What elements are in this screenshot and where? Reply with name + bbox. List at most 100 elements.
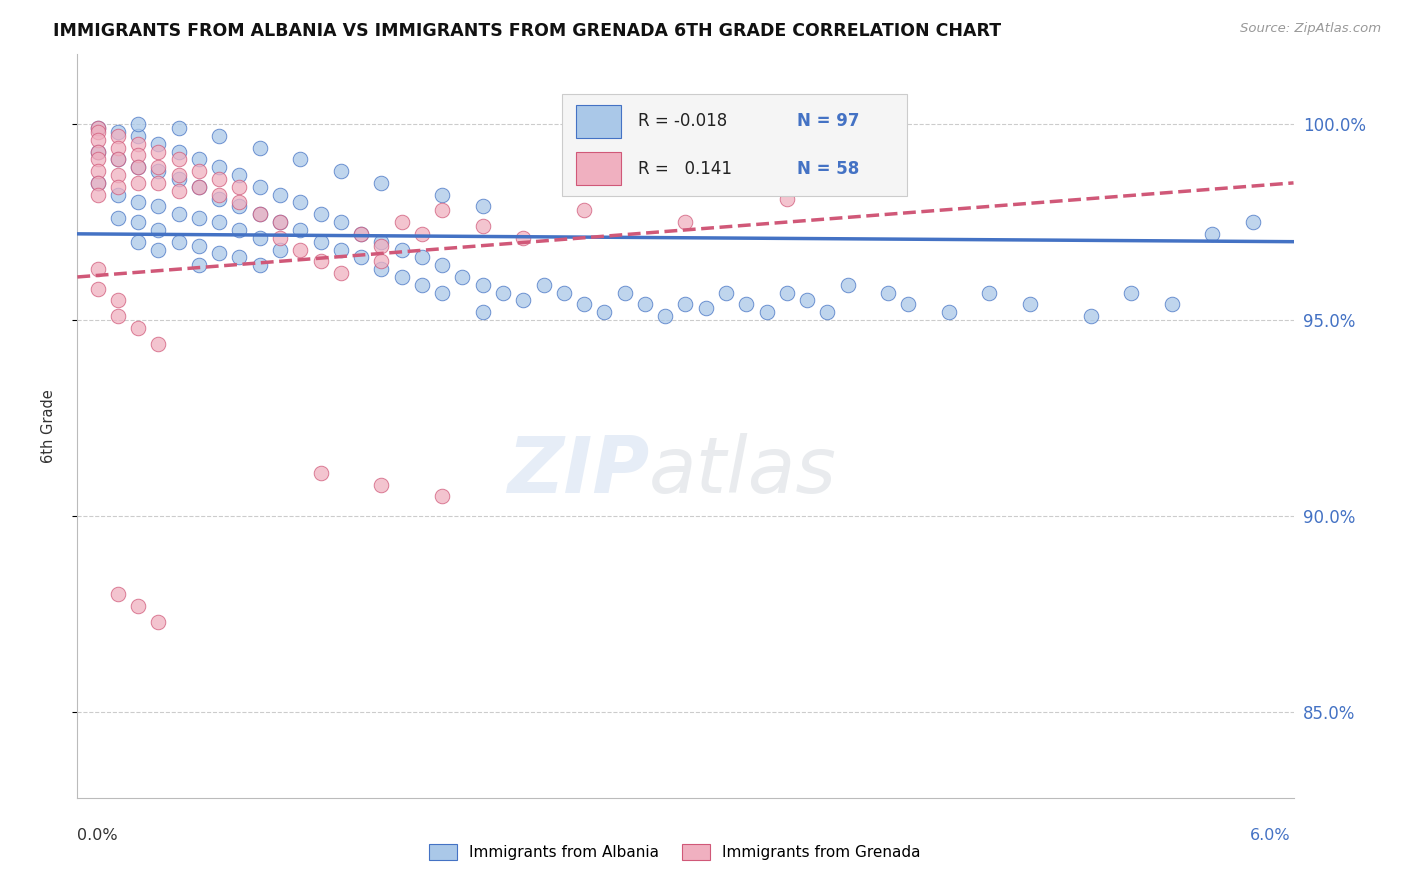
Point bbox=[634, 297, 657, 311]
Point bbox=[208, 128, 231, 143]
Point bbox=[86, 145, 108, 159]
Point bbox=[471, 277, 494, 292]
Point bbox=[107, 168, 129, 182]
Point bbox=[1161, 297, 1184, 311]
Point bbox=[837, 277, 859, 292]
Y-axis label: 6th Grade: 6th Grade bbox=[42, 389, 56, 463]
Point bbox=[432, 258, 454, 272]
Text: Source: ZipAtlas.com: Source: ZipAtlas.com bbox=[1240, 22, 1381, 36]
Point bbox=[269, 215, 291, 229]
Point bbox=[86, 176, 108, 190]
Point bbox=[167, 235, 190, 249]
Point bbox=[432, 203, 454, 218]
Point bbox=[290, 223, 312, 237]
Point bbox=[148, 176, 170, 190]
Point bbox=[249, 140, 271, 154]
FancyBboxPatch shape bbox=[576, 105, 621, 137]
Text: N = 58: N = 58 bbox=[797, 160, 859, 178]
FancyBboxPatch shape bbox=[562, 94, 907, 196]
Point bbox=[167, 168, 190, 182]
Point bbox=[249, 258, 271, 272]
Point bbox=[249, 207, 271, 221]
Point bbox=[572, 297, 595, 311]
Point bbox=[148, 164, 170, 178]
Point bbox=[127, 160, 149, 174]
Point bbox=[593, 305, 616, 319]
Point bbox=[492, 285, 515, 300]
Point bbox=[877, 285, 900, 300]
Point bbox=[1241, 215, 1264, 229]
Point bbox=[249, 179, 271, 194]
Point bbox=[167, 207, 190, 221]
Point bbox=[188, 258, 211, 272]
Text: ZIP: ZIP bbox=[506, 433, 650, 508]
Point bbox=[86, 153, 108, 167]
Point bbox=[370, 176, 392, 190]
Point bbox=[309, 466, 332, 480]
Point bbox=[107, 179, 129, 194]
Point bbox=[148, 243, 170, 257]
Point bbox=[1019, 297, 1042, 311]
Point bbox=[391, 243, 413, 257]
Point bbox=[148, 615, 170, 629]
Point bbox=[572, 203, 595, 218]
Point bbox=[329, 243, 352, 257]
Point bbox=[167, 153, 190, 167]
Point bbox=[411, 251, 433, 265]
Point bbox=[148, 145, 170, 159]
Point bbox=[148, 136, 170, 151]
Point bbox=[107, 187, 129, 202]
Point bbox=[127, 215, 149, 229]
Point bbox=[107, 140, 129, 154]
Text: atlas: atlas bbox=[650, 433, 837, 508]
Point bbox=[208, 187, 231, 202]
Point bbox=[107, 153, 129, 167]
Point bbox=[411, 227, 433, 241]
Point bbox=[471, 219, 494, 233]
FancyBboxPatch shape bbox=[576, 153, 621, 185]
Point bbox=[675, 297, 697, 311]
Point bbox=[432, 285, 454, 300]
Point bbox=[533, 277, 555, 292]
Point bbox=[86, 282, 108, 296]
Text: 6.0%: 6.0% bbox=[1250, 828, 1291, 843]
Point bbox=[107, 293, 129, 308]
Point bbox=[107, 153, 129, 167]
Point bbox=[755, 305, 778, 319]
Point bbox=[391, 270, 413, 285]
Point bbox=[86, 121, 108, 136]
Point bbox=[290, 153, 312, 167]
Point bbox=[1080, 309, 1102, 323]
Point bbox=[228, 195, 250, 210]
Point bbox=[127, 148, 149, 162]
Point bbox=[979, 285, 1001, 300]
Point bbox=[269, 231, 291, 245]
Point bbox=[127, 128, 149, 143]
Point bbox=[370, 477, 392, 491]
Point bbox=[613, 285, 636, 300]
Point bbox=[512, 231, 534, 245]
Point bbox=[675, 215, 697, 229]
Point bbox=[1121, 285, 1143, 300]
Point bbox=[208, 246, 231, 260]
Point bbox=[86, 164, 108, 178]
Point bbox=[796, 293, 818, 308]
Point bbox=[188, 153, 211, 167]
Point bbox=[309, 207, 332, 221]
Point bbox=[471, 305, 494, 319]
Point bbox=[127, 235, 149, 249]
Text: N = 97: N = 97 bbox=[797, 112, 859, 130]
Point bbox=[86, 262, 108, 277]
Point bbox=[553, 285, 575, 300]
Point bbox=[86, 133, 108, 147]
Point bbox=[107, 309, 129, 323]
Point bbox=[167, 184, 190, 198]
Point bbox=[269, 215, 291, 229]
Point bbox=[290, 195, 312, 210]
Legend: Immigrants from Albania, Immigrants from Grenada: Immigrants from Albania, Immigrants from… bbox=[423, 838, 927, 866]
Point bbox=[269, 243, 291, 257]
Point bbox=[148, 199, 170, 213]
Point bbox=[188, 179, 211, 194]
Point bbox=[167, 145, 190, 159]
Point bbox=[370, 262, 392, 277]
